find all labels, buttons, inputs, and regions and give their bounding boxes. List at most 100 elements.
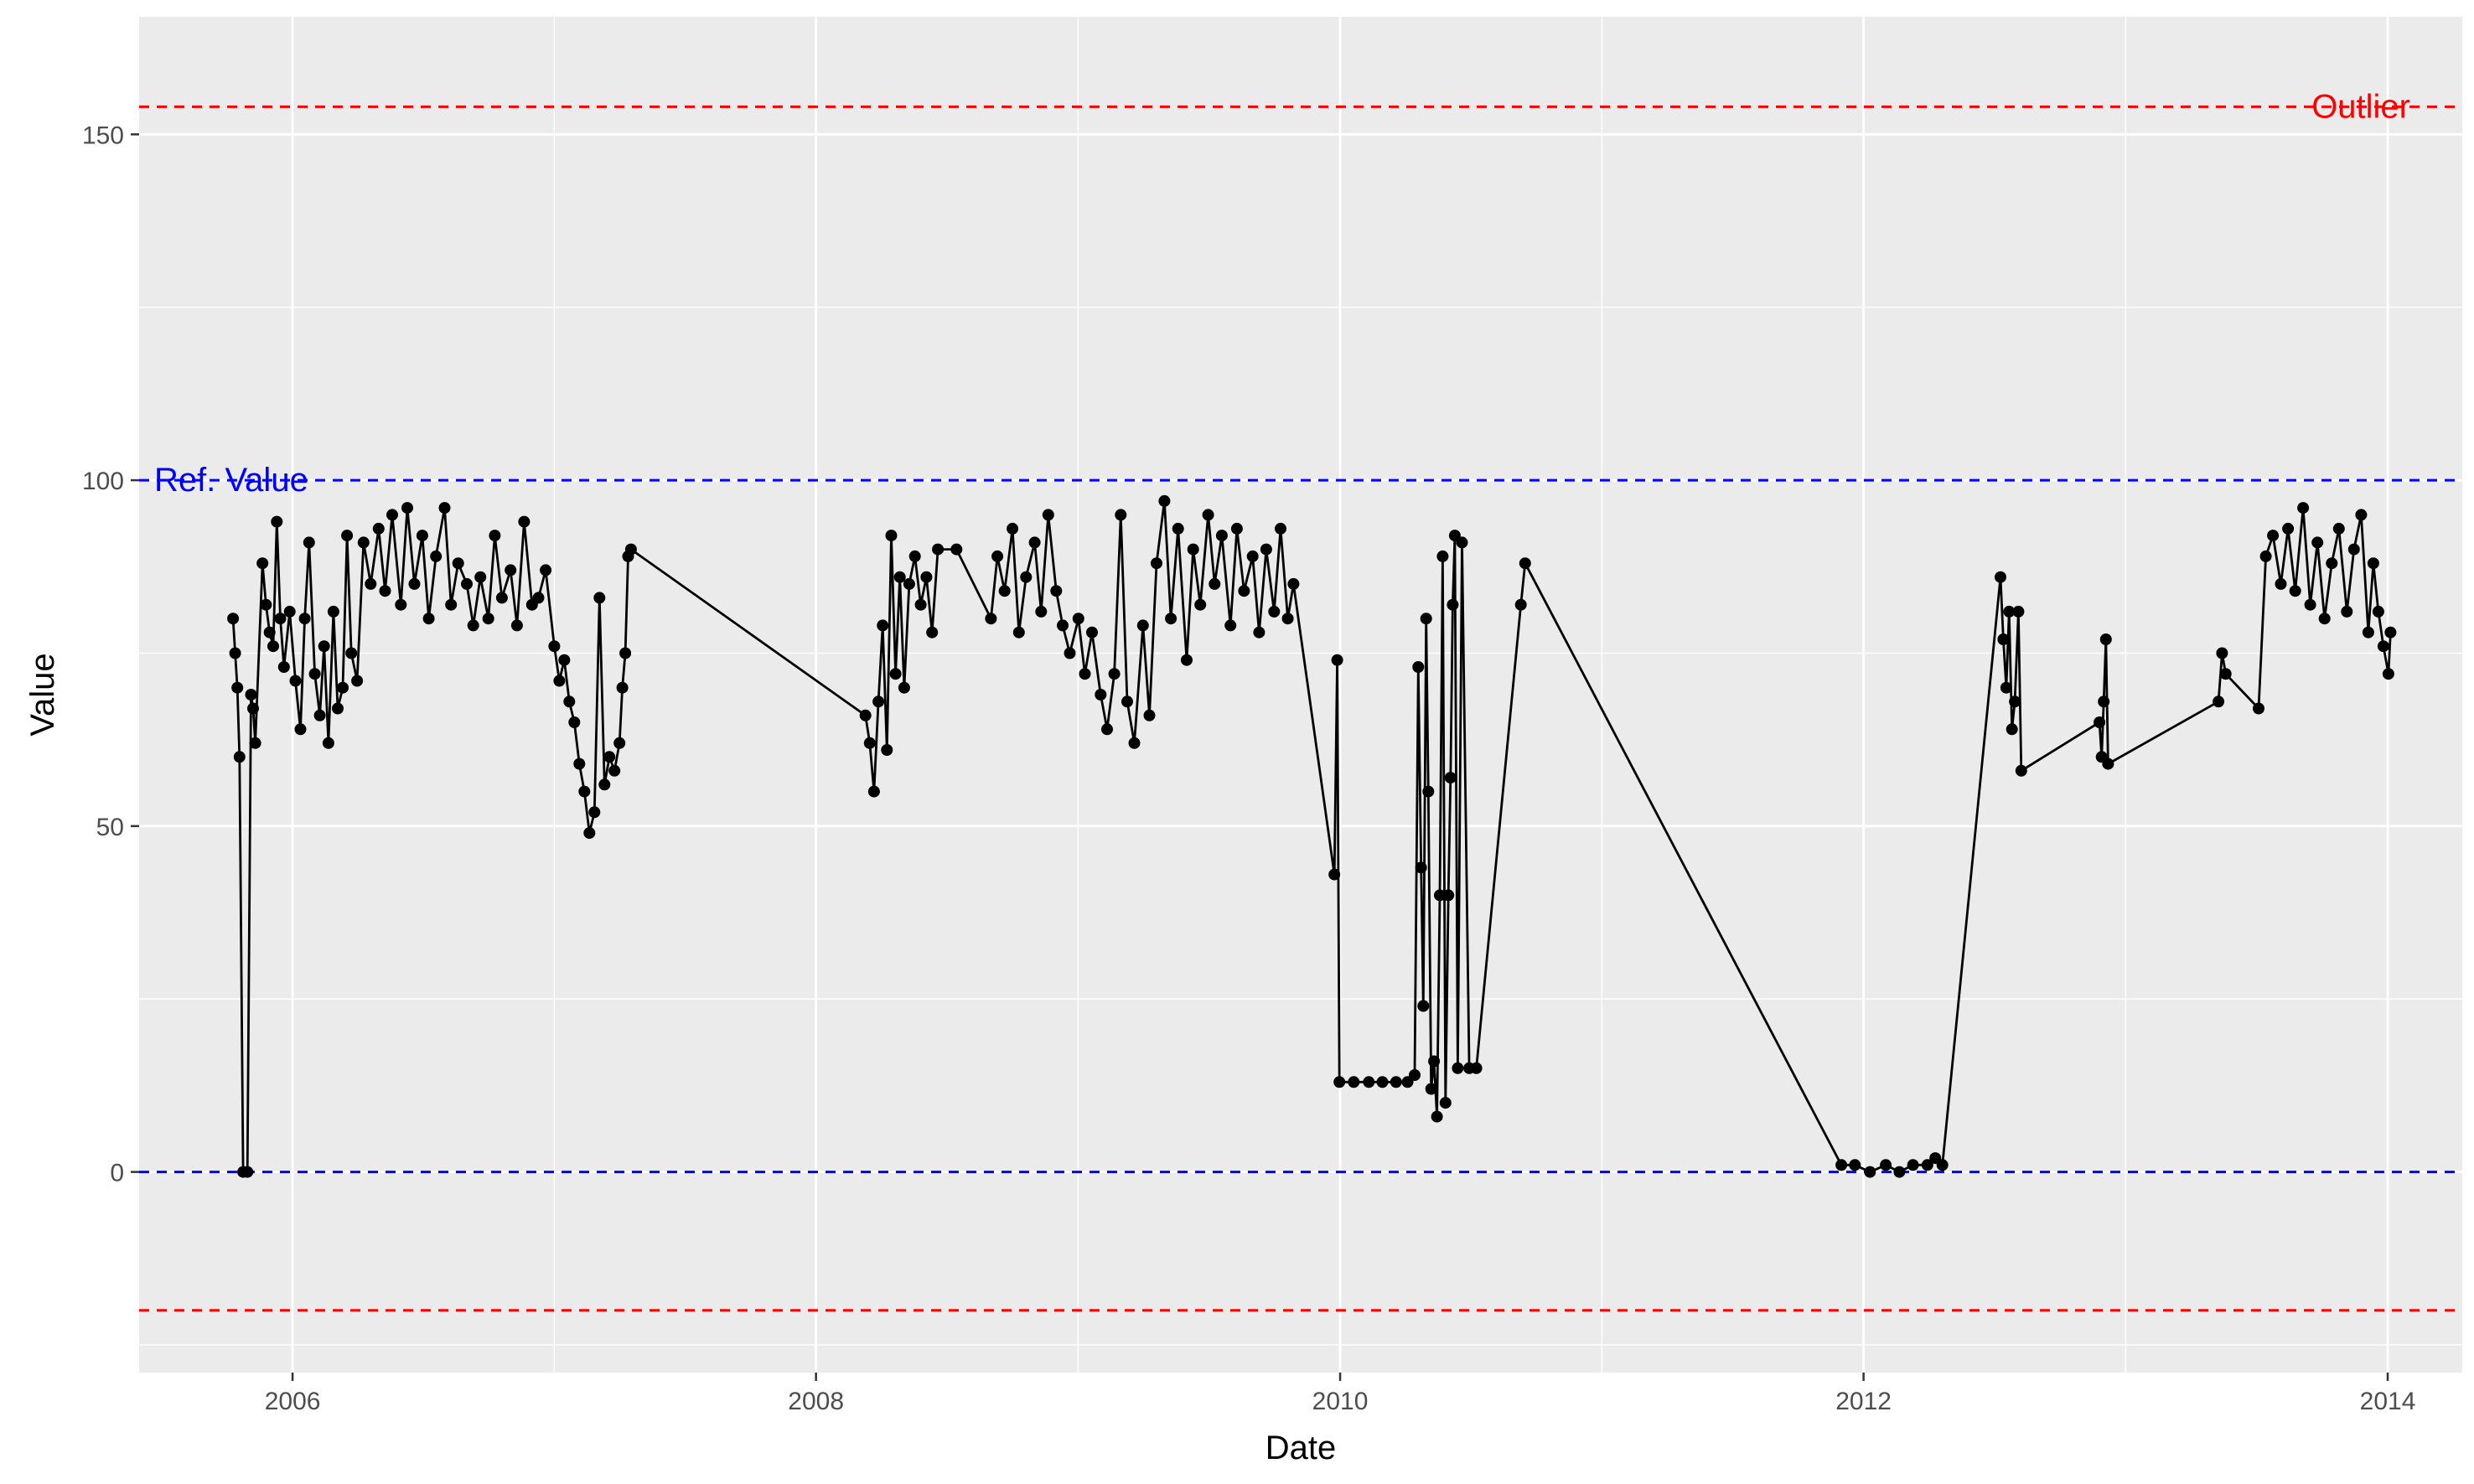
data-point bbox=[1072, 613, 1084, 625]
data-point bbox=[247, 702, 259, 715]
data-point bbox=[616, 681, 629, 694]
data-point bbox=[1028, 536, 1041, 549]
data-point bbox=[1086, 626, 1098, 639]
data-point bbox=[341, 530, 354, 542]
data-point bbox=[1936, 1159, 1949, 1171]
axes: 2006 2008 2010 2012 2014 0 50 100 150 bbox=[82, 122, 2415, 1415]
data-point bbox=[1995, 571, 2006, 583]
data-point bbox=[386, 509, 398, 521]
data-point bbox=[1275, 522, 1286, 535]
data-point bbox=[548, 640, 561, 653]
data-point bbox=[867, 785, 880, 798]
data-point bbox=[256, 557, 269, 570]
data-point bbox=[1165, 613, 1177, 625]
data-point bbox=[1363, 1076, 1375, 1088]
reference-lines bbox=[139, 105, 2462, 1312]
data-point bbox=[1376, 1076, 1389, 1088]
data-point bbox=[241, 1166, 254, 1178]
data-point bbox=[1224, 619, 1237, 632]
data-point bbox=[2015, 764, 2027, 777]
data-point bbox=[877, 619, 889, 632]
data-point bbox=[558, 654, 571, 666]
data-point bbox=[345, 647, 358, 659]
data-point bbox=[1422, 785, 1435, 798]
data-point bbox=[2332, 522, 2345, 535]
data-point bbox=[985, 613, 997, 625]
data-point bbox=[2267, 530, 2280, 542]
data-point bbox=[2216, 647, 2228, 659]
x-tick-label: 2012 bbox=[1835, 1388, 1892, 1415]
data-point bbox=[289, 675, 302, 687]
data-point bbox=[1431, 1110, 1443, 1123]
data-point bbox=[1136, 619, 1149, 632]
data-point bbox=[588, 806, 601, 819]
data-point bbox=[1012, 626, 1025, 639]
data-point bbox=[1253, 626, 1265, 639]
data-point bbox=[438, 502, 451, 514]
data-point bbox=[260, 598, 272, 611]
data-point bbox=[2362, 626, 2374, 639]
data-point bbox=[1456, 536, 1468, 549]
data-point bbox=[274, 613, 287, 625]
data-point bbox=[518, 515, 531, 528]
data-point bbox=[583, 827, 596, 840]
data-point bbox=[950, 543, 963, 556]
data-point bbox=[1260, 543, 1272, 556]
data-point bbox=[1020, 571, 1033, 583]
series-layer bbox=[227, 494, 2397, 1178]
data-point bbox=[379, 585, 391, 597]
data-point bbox=[322, 737, 334, 749]
data-point bbox=[1425, 1083, 1437, 1095]
x-tick-label: 2010 bbox=[1312, 1388, 1369, 1415]
data-point bbox=[1215, 530, 1228, 542]
data-point bbox=[908, 550, 921, 562]
data-point bbox=[563, 695, 576, 708]
reference-line-label: Ref. Value bbox=[154, 462, 308, 499]
data-point bbox=[482, 613, 494, 625]
data-point bbox=[1907, 1159, 1919, 1171]
data-point bbox=[1151, 557, 1162, 570]
data-point bbox=[1333, 1076, 1346, 1088]
data-point bbox=[2384, 626, 2397, 639]
data-point bbox=[872, 695, 885, 708]
data-point bbox=[271, 515, 283, 528]
data-point bbox=[2304, 598, 2316, 611]
data-point bbox=[1115, 509, 1127, 521]
data-point bbox=[495, 592, 508, 604]
data-point bbox=[859, 709, 872, 721]
data-point bbox=[2213, 695, 2225, 708]
data-point bbox=[1417, 1000, 1430, 1012]
data-point bbox=[1057, 619, 1069, 632]
data-point bbox=[1864, 1166, 1876, 1178]
data-point bbox=[603, 751, 616, 763]
data-point bbox=[1412, 661, 1425, 673]
data-point bbox=[1187, 543, 1199, 556]
data-point bbox=[1238, 585, 1250, 597]
data-point bbox=[1331, 654, 1343, 666]
data-point bbox=[573, 758, 586, 770]
data-point bbox=[2372, 605, 2384, 618]
data-point bbox=[474, 571, 487, 583]
data-point bbox=[510, 619, 523, 632]
data-point bbox=[1143, 709, 1156, 721]
y-tick-label: 100 bbox=[82, 468, 124, 495]
data-point bbox=[2355, 509, 2368, 521]
data-point bbox=[613, 737, 626, 749]
data-point bbox=[416, 530, 428, 542]
minor-gridlines bbox=[139, 17, 2462, 1373]
plot-panel bbox=[139, 17, 2462, 1373]
x-tick-label: 2006 bbox=[265, 1388, 321, 1415]
data-point bbox=[2094, 716, 2106, 728]
data-point bbox=[395, 598, 407, 611]
data-point bbox=[1181, 654, 1193, 666]
data-point bbox=[926, 626, 939, 639]
data-point bbox=[308, 668, 321, 680]
data-point bbox=[1035, 605, 1048, 618]
data-point bbox=[1281, 613, 1294, 625]
data-point bbox=[2382, 668, 2394, 680]
data-point bbox=[351, 675, 364, 687]
data-point bbox=[2297, 502, 2310, 514]
data-point bbox=[489, 530, 501, 542]
data-point bbox=[578, 785, 591, 798]
data-point bbox=[1390, 1076, 1402, 1088]
